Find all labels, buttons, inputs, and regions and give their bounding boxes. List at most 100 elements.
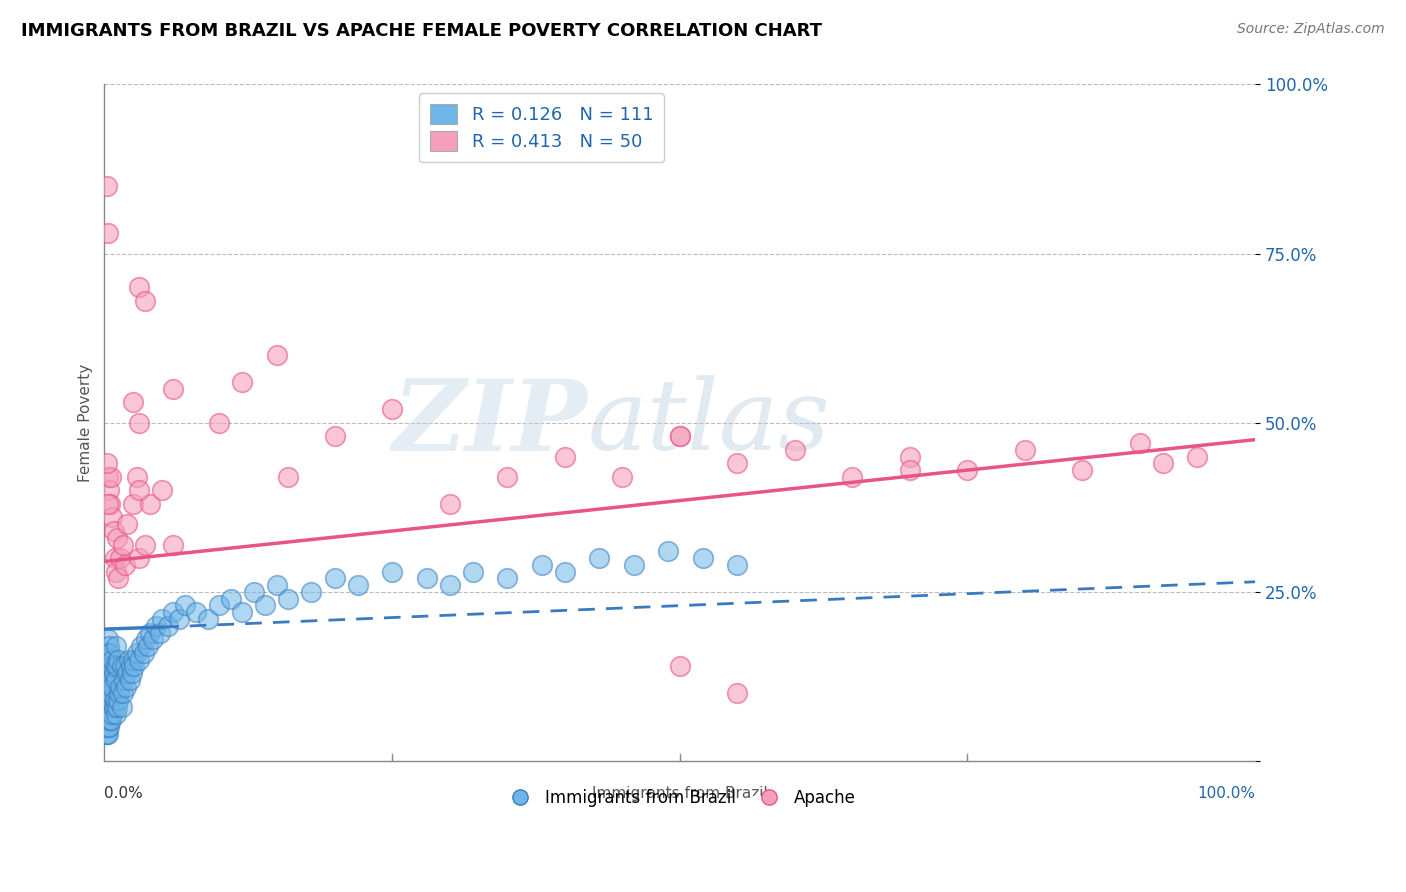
Point: [156, 619, 179, 633]
Point: [98, 639, 121, 653]
Point: [1129, 436, 1152, 450]
Point: [208, 599, 231, 613]
Point: [668, 659, 690, 673]
Text: 100.0%: 100.0%: [1197, 786, 1256, 801]
Point: [139, 497, 162, 511]
Point: [100, 470, 122, 484]
Point: [97, 700, 120, 714]
Point: [110, 551, 132, 566]
Point: [243, 585, 266, 599]
Point: [186, 605, 208, 619]
Point: [97, 646, 120, 660]
Point: [111, 659, 134, 673]
Point: [101, 510, 124, 524]
Point: [554, 565, 576, 579]
Point: [668, 429, 690, 443]
Point: [97, 470, 120, 484]
Point: [97, 497, 120, 511]
Y-axis label: Female Poverty: Female Poverty: [79, 364, 93, 482]
Point: [125, 470, 148, 484]
Point: [117, 666, 139, 681]
Point: [266, 348, 288, 362]
Point: [898, 450, 921, 464]
Point: [98, 720, 121, 734]
Point: [231, 375, 253, 389]
Point: [150, 483, 173, 498]
Point: [128, 652, 150, 666]
Point: [657, 544, 679, 558]
Point: [135, 632, 157, 647]
Point: [725, 558, 748, 572]
Point: [122, 395, 145, 409]
Text: IMMIGRANTS FROM BRAZIL VS APACHE FEMALE POVERTY CORRELATION CHART: IMMIGRANTS FROM BRAZIL VS APACHE FEMALE …: [21, 22, 823, 40]
Point: [117, 652, 139, 666]
Point: [103, 666, 125, 681]
Legend: Immigrants from Brazil, Apache: Immigrants from Brazil, Apache: [496, 782, 863, 814]
Point: [96, 646, 118, 660]
Point: [96, 727, 118, 741]
Point: [530, 558, 553, 572]
Point: [110, 680, 132, 694]
Point: [101, 706, 124, 721]
Point: [103, 700, 125, 714]
Point: [101, 652, 124, 666]
Point: [94, 646, 117, 660]
Point: [105, 531, 128, 545]
Text: atlas: atlas: [588, 376, 831, 470]
Point: [97, 727, 120, 741]
Point: [1187, 450, 1209, 464]
Point: [122, 652, 145, 666]
Point: [668, 429, 690, 443]
Point: [100, 686, 122, 700]
Point: [162, 605, 184, 619]
Point: [94, 714, 117, 728]
Point: [461, 565, 484, 579]
Point: [98, 714, 121, 728]
Point: [128, 483, 150, 498]
Point: [612, 470, 634, 484]
Point: [111, 686, 134, 700]
Point: [96, 456, 118, 470]
Point: [1014, 442, 1036, 457]
Point: [104, 659, 127, 673]
Point: [128, 416, 150, 430]
Point: [103, 524, 125, 538]
Point: [96, 706, 118, 721]
Point: [197, 612, 219, 626]
Point: [1152, 456, 1174, 470]
Point: [98, 483, 121, 498]
Point: [125, 646, 148, 660]
Point: [783, 442, 806, 457]
Point: [97, 673, 120, 687]
Point: [96, 700, 118, 714]
Point: [692, 551, 714, 566]
Point: [98, 693, 121, 707]
Point: [94, 673, 117, 687]
Point: [107, 693, 129, 707]
Point: [277, 591, 299, 606]
Point: [97, 720, 120, 734]
Point: [104, 639, 127, 653]
Point: [104, 673, 127, 687]
Point: [129, 639, 152, 653]
Point: [100, 714, 122, 728]
Point: [219, 591, 242, 606]
Point: [94, 700, 117, 714]
Point: [104, 693, 127, 707]
Point: [96, 714, 118, 728]
Point: [841, 470, 863, 484]
Point: [150, 612, 173, 626]
Point: [346, 578, 368, 592]
Point: [94, 727, 117, 741]
Point: [128, 280, 150, 294]
Point: [120, 659, 142, 673]
Point: [1071, 463, 1094, 477]
Point: [96, 686, 118, 700]
Point: [96, 673, 118, 687]
Point: [266, 578, 288, 592]
Point: [121, 666, 143, 681]
Point: [105, 659, 128, 673]
Point: [94, 720, 117, 734]
Point: [97, 227, 120, 241]
Point: [100, 659, 122, 673]
